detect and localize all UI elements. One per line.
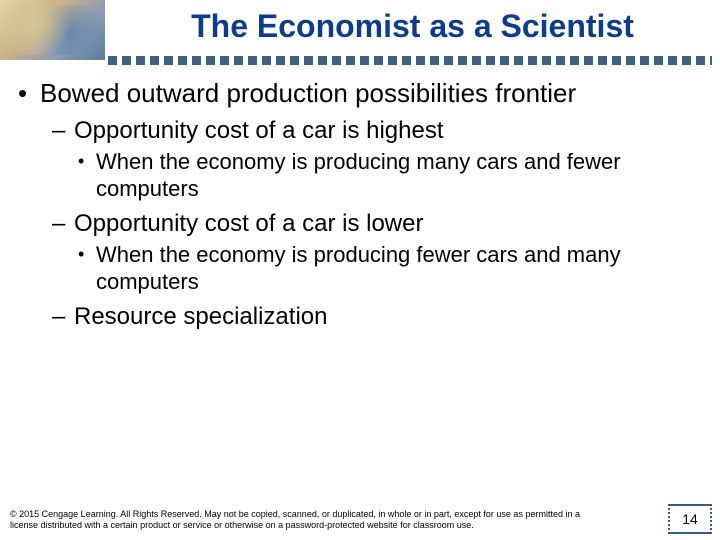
bullet-marker: – xyxy=(52,116,74,145)
bullet-text: Resource specialization xyxy=(74,302,702,331)
bullet-level-1: • Bowed outward production possibilities… xyxy=(18,78,702,110)
slide-body: • Bowed outward production possibilities… xyxy=(18,78,702,333)
bullet-level-3: • When the economy is producing fewer ca… xyxy=(78,242,702,296)
slide-title: The Economist as a Scientist xyxy=(115,8,710,45)
header-decorative-image xyxy=(0,0,105,60)
page-number: 14 xyxy=(668,504,712,534)
bullet-text: Bowed outward production possibilities f… xyxy=(40,78,702,110)
bullet-level-2: – Opportunity cost of a car is lower xyxy=(52,209,702,238)
bullet-text: When the economy is producing many cars … xyxy=(96,149,702,203)
bullet-marker: – xyxy=(52,209,74,238)
bullet-level-3: • When the economy is producing many car… xyxy=(78,149,702,203)
bullet-marker: • xyxy=(78,242,96,296)
bullet-text: When the economy is producing fewer cars… xyxy=(96,242,702,296)
bullet-level-2: – Resource specialization xyxy=(52,302,702,331)
bullet-text: Opportunity cost of a car is lower xyxy=(74,209,702,238)
bullet-text: Opportunity cost of a car is highest xyxy=(74,116,702,145)
bullet-marker: – xyxy=(52,302,74,331)
bullet-level-2: – Opportunity cost of a car is highest xyxy=(52,116,702,145)
copyright-text: © 2015 Cengage Learning. All Rights Rese… xyxy=(10,509,610,532)
bullet-marker: • xyxy=(18,78,40,110)
bullet-marker: • xyxy=(78,149,96,203)
title-underline-dots xyxy=(108,56,712,66)
